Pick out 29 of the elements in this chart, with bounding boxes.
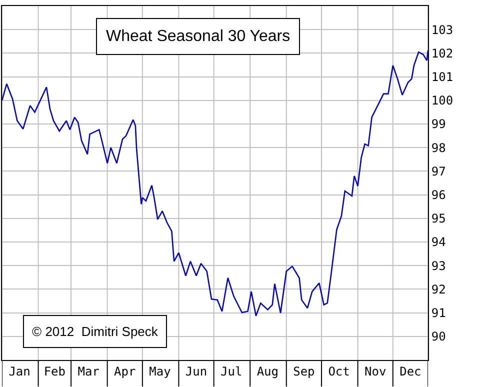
y-tick-label: 95 xyxy=(431,212,446,226)
x-tick-label: Aug xyxy=(256,364,279,378)
y-tick-label: 91 xyxy=(431,306,446,320)
y-tick-label: 97 xyxy=(431,164,446,178)
x-tick-label: Mar xyxy=(78,364,100,378)
annotation: © 2012 Dimitri Speck xyxy=(32,324,158,339)
y-tick-label: 93 xyxy=(431,258,446,273)
y-tick-label: 100 xyxy=(431,94,454,108)
x-tick-label: Dec xyxy=(400,364,422,378)
y-tick-label: 102 xyxy=(431,46,454,60)
y-tick-label: 103 xyxy=(431,22,454,37)
x-tick-label: Feb xyxy=(44,364,66,378)
x-tick-label: Nov xyxy=(364,364,386,378)
y-tick-label: 98 xyxy=(431,140,446,155)
x-tick-label: Jan xyxy=(8,364,30,378)
x-tick-label: Sep xyxy=(293,364,315,378)
x-tick-label: Jul xyxy=(220,364,242,378)
y-tick-label: 99 xyxy=(431,117,446,132)
x-tick-label: Apr xyxy=(114,364,136,378)
x-tick-label: May xyxy=(149,364,171,378)
y-tick-label: 90 xyxy=(431,330,446,344)
x-tick-label: Oct xyxy=(328,364,350,378)
y-tick-label: 92 xyxy=(431,282,446,296)
x-tick-label: Jun xyxy=(185,364,208,378)
text: Wheat Seasonal 30 Years xyxy=(106,28,290,45)
line-series xyxy=(2,50,428,317)
y-tick-label: 101 xyxy=(431,70,454,84)
y-tick-label: 94 xyxy=(431,235,446,250)
y-tick-label: 96 xyxy=(431,188,446,202)
